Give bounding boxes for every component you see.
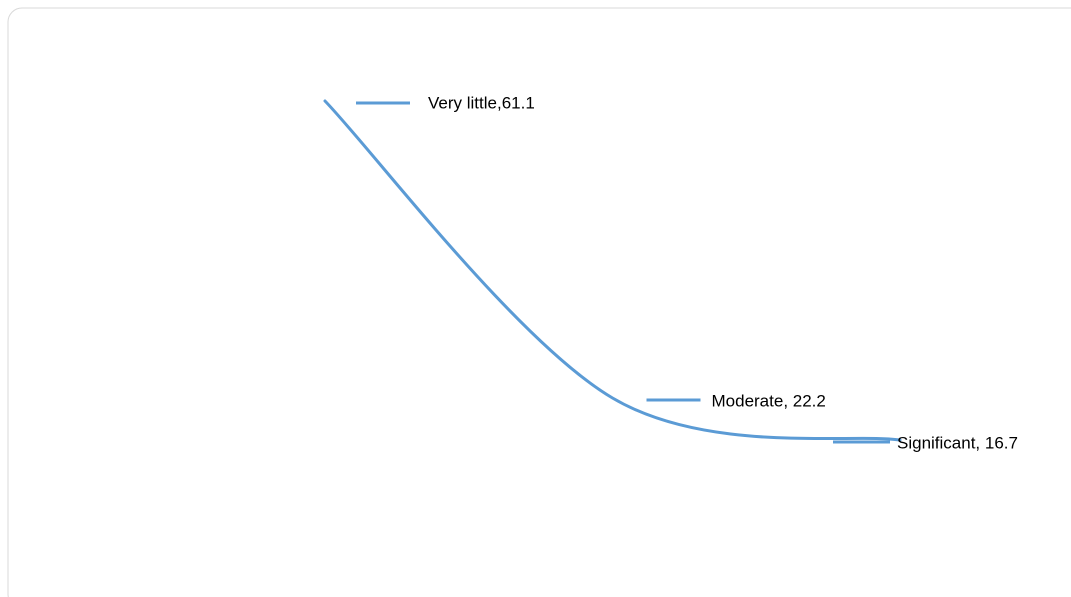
data-label: Very little,61.1 — [428, 93, 535, 112]
chart-border — [7, 7, 1071, 597]
data-label: Moderate, 22.2 — [712, 391, 826, 410]
line-series — [323, 99, 902, 442]
data-label: Significant, 16.7 — [897, 433, 1018, 452]
